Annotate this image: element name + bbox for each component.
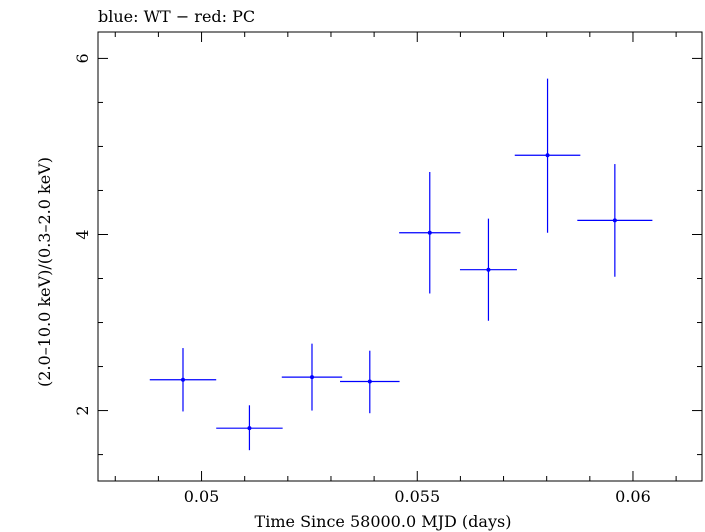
axis-ticks bbox=[98, 32, 702, 481]
x-axis-label: Time Since 58000.0 MJD (days) bbox=[255, 512, 512, 531]
data-point bbox=[281, 343, 343, 411]
data-point bbox=[340, 350, 400, 414]
data-point bbox=[459, 218, 517, 321]
point-marker bbox=[247, 426, 252, 431]
point-marker bbox=[545, 153, 550, 158]
data-point bbox=[216, 405, 283, 451]
y-tick-label: 4 bbox=[73, 229, 92, 239]
x-tick-label: 0.05 bbox=[184, 487, 220, 506]
x-tick-labels: 0.05 0.055 0.06 bbox=[184, 487, 651, 506]
y-axis-label: (2.0–10.0 keV)/(0.3–2.0 keV) bbox=[35, 157, 54, 387]
data-point bbox=[399, 171, 461, 294]
plot-frame bbox=[97, 31, 703, 482]
data-point bbox=[514, 78, 581, 233]
data-point bbox=[149, 348, 217, 412]
point-marker bbox=[612, 218, 617, 223]
point-marker bbox=[180, 377, 185, 382]
point-marker bbox=[486, 267, 491, 272]
point-marker bbox=[427, 230, 432, 235]
x-tick-label: 0.055 bbox=[394, 487, 440, 506]
x-tick-label: 0.06 bbox=[615, 487, 651, 506]
data-points bbox=[149, 78, 653, 451]
point-marker bbox=[309, 375, 314, 380]
chart-title: blue: WT − red: PC bbox=[98, 7, 255, 26]
data-point bbox=[577, 164, 653, 277]
y-tick-labels: 2 4 6 bbox=[73, 53, 92, 415]
point-marker bbox=[367, 379, 372, 384]
y-tick-label: 6 bbox=[73, 53, 92, 63]
y-tick-label: 2 bbox=[73, 405, 92, 415]
